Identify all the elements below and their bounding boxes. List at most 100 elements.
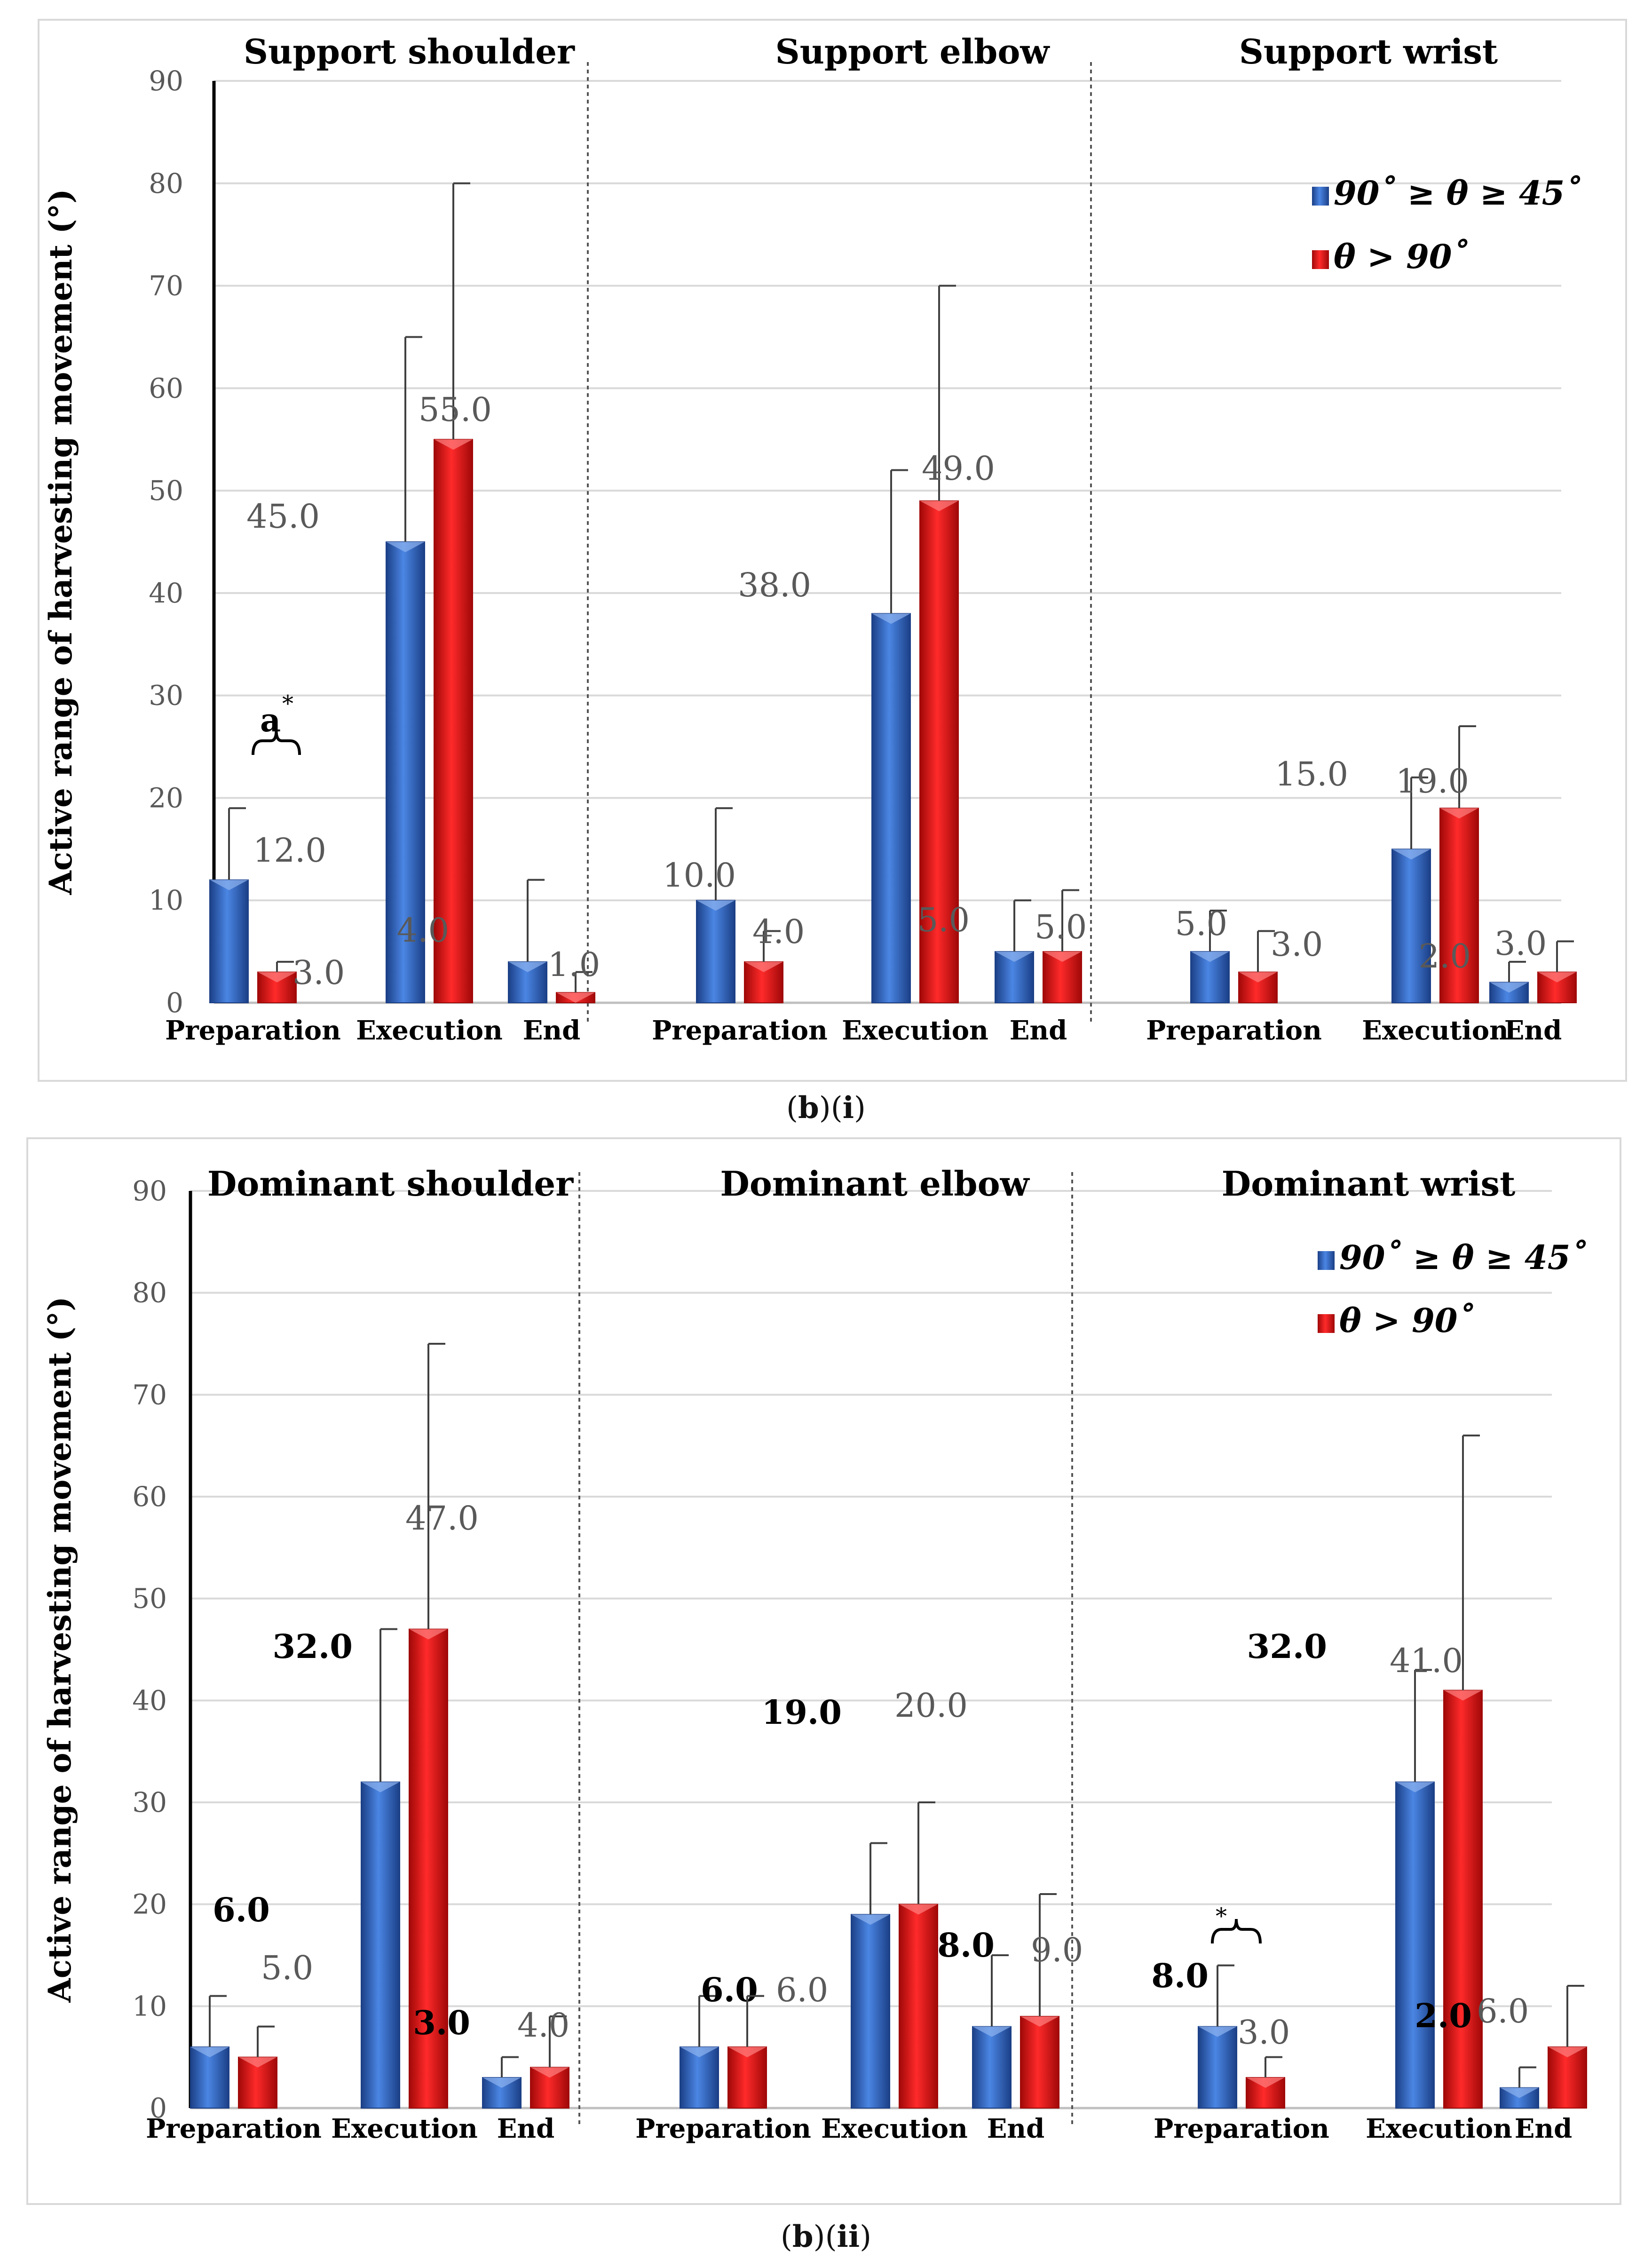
bar-red-bevel: [744, 961, 783, 972]
y-axis-title: Active range of harvesting movement (°): [41, 1297, 78, 2003]
legend-label-0: 90˚ ≥ θ ≥ 45˚: [1339, 1238, 1587, 1277]
legend-swatch-1: [1318, 1314, 1335, 1333]
data-label: 5.0: [1175, 904, 1227, 943]
data-label: 5.0: [917, 901, 970, 939]
y-tick-label: 90: [132, 1175, 167, 1207]
y-tick-label: 90: [149, 65, 183, 97]
bar-blue-bevel: [386, 542, 425, 552]
y-tick-label: 10: [149, 884, 183, 916]
data-label: 2.0: [1415, 1996, 1472, 2035]
y-tick-label: 20: [132, 1888, 167, 1920]
data-label: 3.0: [1238, 2013, 1290, 2052]
legend-swatch-0: [1318, 1251, 1335, 1270]
category-label: Execution: [1362, 1015, 1509, 1046]
data-label: 49.0: [922, 449, 995, 488]
bar-red-bevel: [1548, 2047, 1587, 2057]
data-label: 6.0: [776, 1971, 828, 2009]
y-tick-label: 0: [150, 2092, 167, 2124]
category-label: Execution: [821, 2113, 968, 2144]
significance-bracket: [252, 730, 301, 755]
data-label: 55.0: [419, 390, 492, 429]
bar-red: [434, 439, 473, 1004]
data-label: 3.0: [1271, 925, 1323, 964]
data-label: 4.0: [752, 912, 805, 951]
category-label: Preparation: [1154, 2113, 1329, 2144]
bar-red: [1443, 1689, 1483, 2109]
bar-red-bevel: [1239, 972, 1277, 983]
bar-blue-bevel: [210, 880, 248, 890]
category-label: End: [987, 2113, 1045, 2144]
bar-red-bevel: [238, 2057, 277, 2068]
bar-blue-bevel: [1396, 1782, 1434, 1792]
data-label: 32.0: [1247, 1627, 1328, 1666]
bar-red-bevel: [899, 1904, 938, 1915]
data-label: 8.0: [1151, 1956, 1209, 1995]
legend-swatch-1: [1312, 250, 1329, 269]
bar-blue-bevel: [680, 2047, 719, 2057]
y-axis-title: Active range of harvesting movement (°): [42, 189, 79, 896]
bar-red: [1246, 2077, 1285, 2109]
data-label: 2.0: [1419, 937, 1471, 975]
significance-bracket: [1211, 1919, 1262, 1944]
bar-blue-bevel: [972, 2026, 1011, 2037]
group-title: Dominant elbow: [720, 1164, 1030, 1204]
bar-blue: [361, 1781, 400, 2109]
group-title: Support wrist: [1239, 32, 1498, 71]
bar-red-bevel: [1444, 1690, 1482, 1701]
bar-blue-bevel: [190, 2047, 229, 2057]
bar-blue-bevel: [851, 1914, 890, 1925]
data-label: 19.0: [1396, 762, 1469, 801]
category-label: Execution: [331, 2113, 478, 2144]
bar-red: [899, 1903, 938, 2109]
category-label: End: [1515, 2113, 1573, 2144]
category-label: Execution: [1366, 2113, 1512, 2144]
chart-support: 0 10 20 30 40 50 60 70 80 90 Active range of harve…: [42, 32, 1581, 1046]
category-label: Preparation: [652, 1015, 828, 1046]
data-label: 12.0: [253, 831, 326, 870]
data-label: 3.0: [1494, 924, 1547, 963]
category-label: End: [523, 1015, 581, 1046]
y-tick-label: 60: [149, 372, 183, 404]
caption-top: (b)(i): [786, 1090, 866, 1126]
category-label: End: [497, 2113, 555, 2144]
y-tick-label: 40: [132, 1684, 167, 1716]
bar-blue-bevel: [1198, 2026, 1237, 2037]
data-label: 15.0: [1275, 755, 1348, 793]
data-label: 8.0: [937, 1926, 995, 1965]
bar-blue-bevel: [872, 613, 910, 624]
bar-blue: [995, 951, 1034, 1003]
y-tick-label: 30: [149, 680, 183, 712]
category-label: End: [1010, 1015, 1067, 1046]
y-tick-label: 80: [132, 1277, 167, 1309]
bar-red: [1020, 2016, 1059, 2109]
bar-blue-bevel: [995, 952, 1034, 962]
bar-blue-bevel: [482, 2078, 521, 2088]
data-label: 20.0: [894, 1686, 968, 1725]
data-label: 45.0: [246, 497, 320, 536]
legend-label-1: θ > 90˚: [1334, 237, 1469, 276]
bar-red-bevel: [1020, 2016, 1059, 2027]
bar-red-bevel: [434, 439, 473, 450]
category-label: Preparation: [1146, 1015, 1322, 1046]
chart-panel-bottom: [26, 1137, 1621, 2205]
data-label: 3.0: [413, 2003, 470, 2042]
bar-blue: [851, 1914, 890, 2109]
data-label: 32.0: [273, 1627, 353, 1666]
y-tick-label: 0: [166, 987, 183, 1019]
data-label: 6.0: [213, 1890, 270, 1929]
bar-blue: [972, 2026, 1012, 2109]
data-label: 10.0: [663, 856, 736, 895]
category-label: End: [1504, 1015, 1562, 1046]
bar-blue-bevel: [1500, 2087, 1539, 2098]
significance-star: *: [282, 690, 293, 717]
bar-red-bevel: [728, 2047, 767, 2057]
bar-blue: [871, 613, 911, 1003]
bar-blue: [1198, 2026, 1237, 2109]
data-label: 6.0: [701, 1970, 758, 2009]
data-label: 6.0: [1477, 1992, 1529, 2030]
bar-blue: [209, 879, 249, 1003]
group-title: Dominant wrist: [1222, 1164, 1516, 1204]
bar-red: [919, 500, 959, 1003]
data-label: 4.0: [397, 911, 449, 950]
bar-blue-bevel: [361, 1782, 400, 1792]
